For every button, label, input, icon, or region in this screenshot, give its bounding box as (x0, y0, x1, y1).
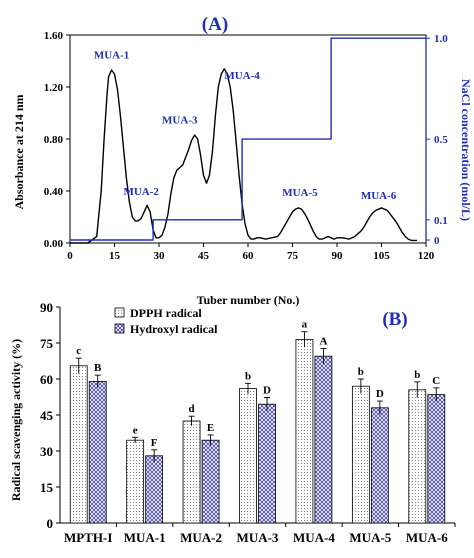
bar-hydroxyl (427, 394, 446, 524)
panel-a-axes: 0 15 30 45 60 75 90 105 120 0.00 0.40 0.80 1.20 1.60 0… (44, 30, 449, 262)
y-tick-label: 0.40 (44, 186, 64, 198)
y-tick-label: 0.80 (44, 134, 64, 146)
x-tick-label: 90 (332, 250, 344, 262)
significance-letter: d (189, 403, 195, 415)
nacl-gradient-line (70, 37, 426, 241)
panel-b-label: (B) (382, 309, 407, 330)
y2-tick-label: 0.1 (434, 215, 448, 227)
y-tick-label: 0.00 (44, 238, 64, 250)
bar-dpph (182, 420, 201, 524)
y2-tick-label: 1.0 (434, 33, 448, 45)
significance-letter: a (302, 319, 308, 331)
x-tick-label: 60 (243, 250, 255, 262)
significance-letter: F (151, 437, 158, 449)
x-tick-label: 0 (67, 250, 73, 262)
category-label: MUA-5 (349, 530, 391, 545)
significance-letter: E (207, 422, 214, 434)
category-label: MUA-6 (406, 530, 448, 545)
panel-b-axes: 0 15 30 45 60 75 90 MPTH-I MUA-1 MUA-2 MUA-3 MUA-4 M… (40, 300, 456, 545)
bar-hydroxyl (258, 403, 276, 524)
y-tick-label: 90 (40, 300, 53, 315)
panel-a-chromatogram: (A) 0 15 30 45 60 75 90 105 120 0.00 0.40 0.80 1.20 1… (12, 14, 473, 307)
peak-label: MUA-1 (94, 49, 129, 61)
y-tick-label: 60 (40, 372, 53, 387)
legend-label-hydroxyl: Hydroxyl radical (130, 322, 218, 336)
significance-letter: b (245, 370, 251, 382)
panel-a-y2-axis-title: NaCl concentration (mol/L) (459, 79, 473, 221)
x-tick-label: 30 (154, 250, 166, 262)
bar-hydroxyl (314, 355, 333, 524)
bar-dpph (351, 385, 370, 524)
x-tick-label: 105 (373, 250, 390, 262)
significance-letter: e (133, 424, 138, 436)
y-tick-label: 45 (40, 408, 54, 423)
significance-letter: b (358, 366, 364, 378)
bar-hydroxyl (201, 439, 220, 524)
legend-swatch-hydroxyl (114, 323, 125, 334)
x-tick-label: 75 (287, 250, 299, 262)
category-label: MPTH-I (64, 530, 112, 545)
peak-label: MUA-5 (282, 187, 318, 199)
bar-hydroxyl (88, 380, 107, 524)
y-tick-label: 15 (40, 480, 54, 495)
significance-letter: D (263, 384, 271, 396)
significance-letter: A (319, 336, 327, 348)
x-tick-label: 15 (109, 250, 121, 262)
absorbance-line (70, 68, 418, 244)
panel-a-y-axis-title: Absorbance at 214 nm (12, 94, 26, 209)
panel-b-legend: DPPH radical Hydroxyl radical (114, 306, 218, 336)
y-tick-label: 30 (40, 444, 53, 459)
bar-dpph (295, 338, 314, 524)
bar-dpph (239, 388, 257, 524)
significance-letter: C (432, 375, 440, 387)
panel-a-x-axis-title: Tuber number (No.) (197, 293, 300, 307)
category-label: MUA-1 (124, 530, 166, 545)
category-label: MUA-2 (180, 530, 222, 545)
y-tick-label: 75 (40, 336, 54, 351)
bar-hydroxyl (370, 407, 389, 524)
y-tick-label: 0 (47, 516, 54, 531)
panel-a-label: (A) (202, 14, 228, 35)
y-tick-label: 1.60 (44, 30, 64, 42)
y2-tick-label: 0.5 (434, 134, 448, 146)
peak-label: MUA-4 (224, 70, 260, 82)
bar-dpph (408, 389, 427, 524)
bar-dpph (126, 439, 145, 524)
panel-a-annotations: MUA-1 MUA-2 MUA-3 MUA-4 MUA-5 MUA-6 (94, 49, 397, 201)
y2-tick-label: 0 (434, 235, 440, 247)
panel-a-series (70, 37, 426, 244)
significance-letter: D (376, 388, 384, 400)
panel-b-bar-chart: (B) 0 15 30 45 60 75 90 MPTH-I MUA-1 MUA-2 MUA-3 MU… (9, 300, 456, 545)
category-label: MUA-3 (237, 530, 279, 545)
bar-dpph (69, 365, 88, 524)
peak-label: MUA-2 (123, 186, 159, 198)
significance-letter: b (414, 369, 420, 381)
x-tick-label: 120 (418, 250, 435, 262)
category-label: MUA-4 (293, 530, 335, 545)
peak-label: MUA-6 (361, 190, 397, 202)
bar-hydroxyl (145, 455, 164, 524)
legend-label-dpph: DPPH radical (130, 306, 202, 320)
x-tick-label: 45 (198, 250, 210, 262)
significance-letter: B (94, 362, 102, 374)
peak-label: MUA-3 (162, 114, 198, 126)
panel-b-y-axis-title: Radical scavenging activity (%) (9, 339, 23, 501)
y-tick-label: 1.20 (44, 82, 64, 94)
legend-swatch-dpph (114, 307, 125, 318)
significance-letter: c (76, 345, 81, 357)
